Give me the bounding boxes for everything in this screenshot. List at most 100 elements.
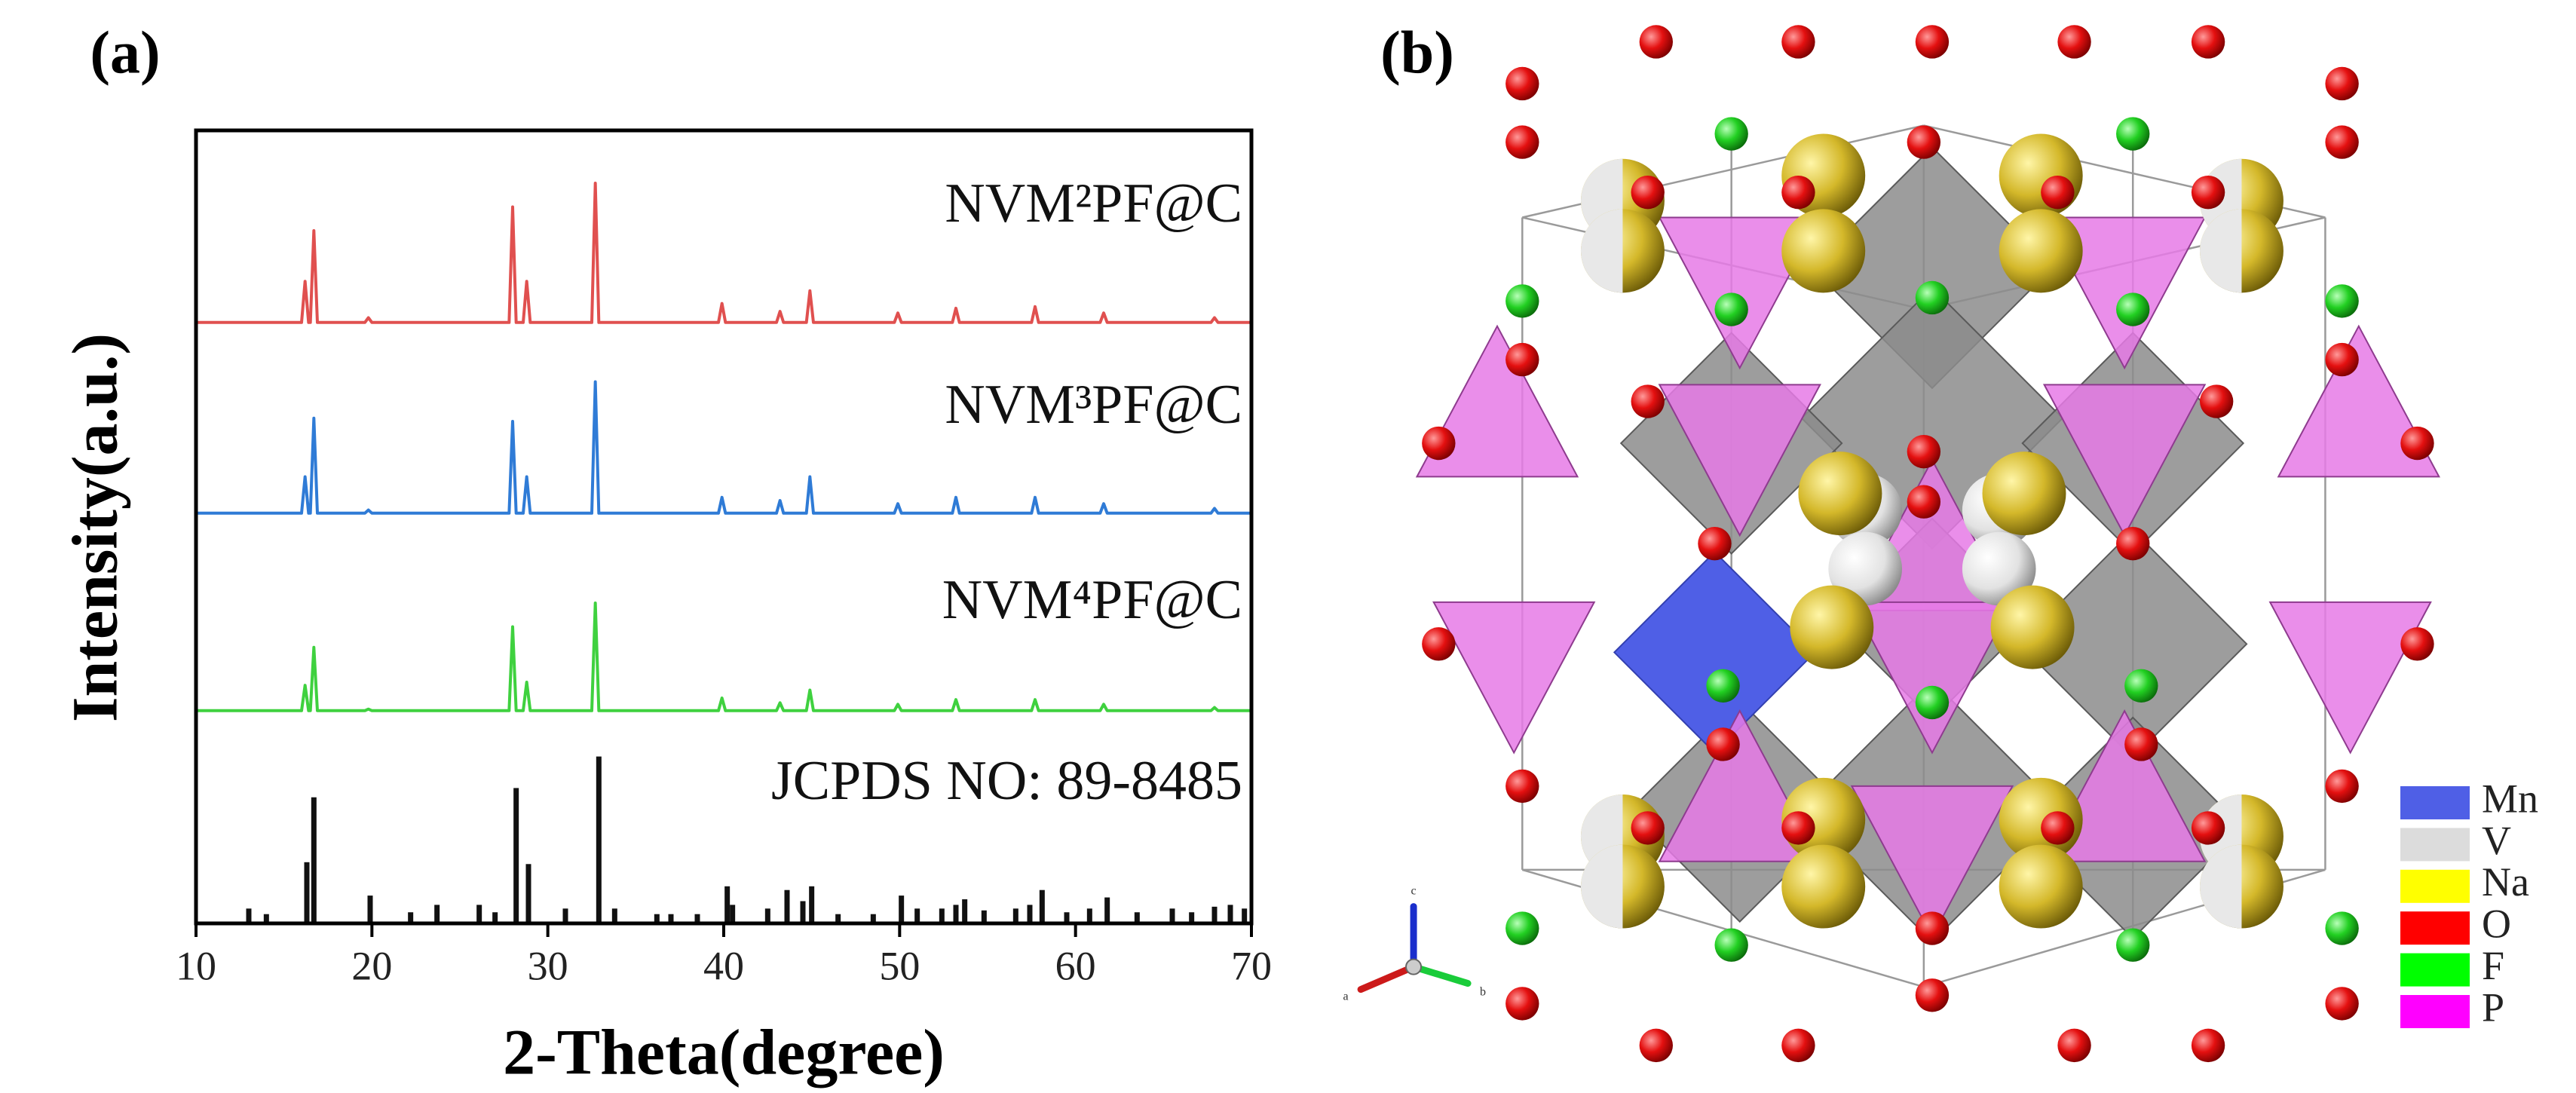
reference-stick — [724, 886, 731, 923]
reference-stick — [800, 901, 806, 923]
na-atom — [1798, 452, 1882, 536]
o-atom — [1781, 25, 1815, 59]
v-atom — [1828, 531, 1903, 606]
o-atom — [1505, 769, 1539, 804]
reference-stick — [1104, 897, 1110, 923]
v-atom — [1580, 844, 1623, 929]
phosphate-tetrahedron — [1850, 601, 2014, 755]
o-atom — [2116, 526, 2150, 561]
o-atom — [2124, 727, 2158, 761]
reference-stick — [513, 788, 519, 923]
o-atom — [1505, 987, 1539, 1021]
o-atom — [2057, 1028, 2091, 1063]
reference-stick — [870, 914, 876, 923]
reference-stick — [367, 896, 373, 923]
reference-stick — [562, 908, 568, 923]
reference-stick — [1242, 908, 1248, 923]
o-atom — [1422, 426, 1456, 461]
reference-stick — [1064, 912, 1070, 923]
x-tick-label: 30 — [528, 943, 568, 988]
series-label: NVM⁴PF@C — [942, 569, 1242, 631]
mn-octahedron — [1613, 550, 1817, 754]
reference-stick — [492, 912, 498, 923]
o-atom — [2057, 25, 2091, 59]
axis-origin — [1405, 958, 1423, 975]
o-atom — [1639, 25, 1673, 59]
o-atom — [1505, 342, 1539, 377]
reference-stick — [835, 914, 841, 923]
series-label: NVM²PF@C — [945, 173, 1242, 234]
reference-stick — [246, 908, 252, 923]
phosphate-tetrahedron — [2042, 709, 2207, 862]
na-atom — [1990, 585, 2075, 669]
f-atom — [1915, 280, 1950, 315]
reference-stick — [1086, 908, 1092, 923]
na-atom — [1982, 452, 2066, 536]
f-atom — [1714, 292, 1748, 326]
o-atom — [1781, 811, 1815, 845]
o-atom — [2191, 25, 2225, 59]
o-atom — [2325, 125, 2359, 159]
o-atom — [2325, 769, 2359, 804]
phosphate-tetrahedron — [1658, 216, 1821, 370]
legend-label: Mn — [2482, 776, 2538, 821]
o-atom — [1915, 911, 1950, 945]
o-atom — [2199, 384, 2234, 418]
reference-stick — [809, 886, 815, 923]
o-atom — [1631, 384, 1665, 418]
o-atom — [2191, 1028, 2225, 1063]
plot-frame — [194, 128, 1254, 926]
panel-label: (b) — [1380, 20, 1454, 86]
f-atom — [2116, 928, 2150, 962]
o-atom — [1698, 526, 1732, 561]
phosphate-tetrahedron — [1432, 601, 1596, 755]
x-tick-label: 40 — [703, 943, 744, 988]
o-atom — [1706, 727, 1740, 761]
o-atom — [2325, 342, 2359, 377]
reference-stick — [962, 899, 968, 923]
legend-label: Na — [2482, 859, 2529, 905]
o-atom — [1781, 1028, 1815, 1063]
x-tick-label: 10 — [176, 943, 216, 988]
reference-stick — [525, 864, 531, 923]
o-atom — [1781, 175, 1815, 210]
reference-stick — [730, 905, 736, 923]
series-label: JCPDS NO: 89-8485 — [771, 750, 1242, 812]
o-atom — [1505, 66, 1539, 101]
o-atom — [1631, 175, 1665, 210]
reference-stick — [304, 862, 310, 923]
o-atom — [1907, 125, 1941, 159]
reference-stick — [914, 908, 920, 923]
phosphate-tetrahedron — [1850, 785, 2014, 938]
na-atom — [1999, 133, 2083, 218]
phosphate-tetrahedron — [1658, 384, 1821, 537]
phosphate-tetrahedron — [2277, 324, 2440, 478]
o-atom — [1631, 811, 1665, 845]
o-atom — [1639, 1028, 1673, 1063]
o-atom — [2400, 426, 2434, 461]
phosphate-tetrahedron — [1415, 324, 1579, 478]
reference-stick — [1227, 905, 1233, 923]
x-tick-label: 70 — [1231, 943, 1272, 988]
panel-label: (a) — [90, 20, 160, 86]
legend-swatch — [2400, 911, 2470, 945]
reference-stick — [953, 905, 959, 923]
na-atom — [1999, 209, 2083, 293]
na-atom — [1781, 209, 1866, 293]
reference-stick — [434, 905, 440, 923]
legend-swatch — [2400, 869, 2470, 903]
phosphate-tetrahedron — [2042, 216, 2207, 370]
legend-label: F — [2482, 943, 2504, 988]
o-atom — [2191, 175, 2225, 210]
legend-swatch — [2400, 995, 2470, 1028]
xrd-line — [196, 380, 1251, 515]
f-atom — [1714, 928, 1748, 962]
axis-arrow — [1357, 963, 1417, 993]
phosphate-tetrahedron — [2042, 384, 2207, 537]
f-atom — [1505, 284, 1539, 318]
reference-stick — [263, 914, 269, 923]
reference-stick — [1027, 905, 1033, 923]
v-atom — [2199, 844, 2242, 929]
